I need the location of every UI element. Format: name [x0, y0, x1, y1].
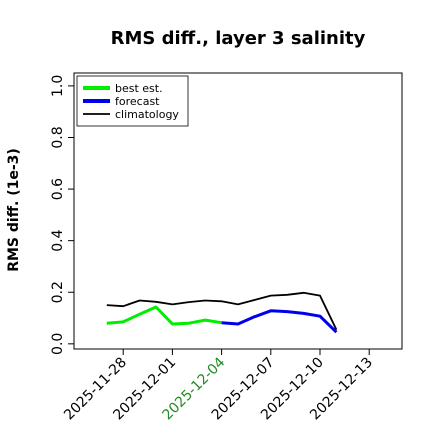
series-layer [106, 291, 338, 334]
y-tick-label: 0.4 [50, 229, 66, 251]
legend-label: forecast [115, 95, 160, 108]
plot-frame [73, 72, 403, 350]
legend-label: climatology [115, 108, 179, 121]
y-axis: 0.0 0.2 0.4 0.6 0.8 1.0 [50, 75, 74, 355]
series-line-forecast [221, 309, 338, 334]
y-tick-label: 0.2 [50, 281, 66, 303]
series-line-climatology [106, 291, 338, 331]
legend-label: best est. [115, 82, 163, 95]
y-tick-label: 1.0 [50, 75, 66, 97]
chart-title: RMS diff., layer 3 salinity [111, 28, 366, 49]
y-tick-label: 0.0 [50, 333, 66, 355]
y-axis-label: RMS diff. (1e-3) [6, 148, 22, 272]
y-tick-label: 0.8 [50, 126, 66, 148]
y-tick-label: 0.6 [50, 178, 66, 200]
x-axis: 2025-11-282025-12-012025-12-042025-12-07… [61, 349, 376, 423]
series-line-best-est [106, 305, 222, 326]
